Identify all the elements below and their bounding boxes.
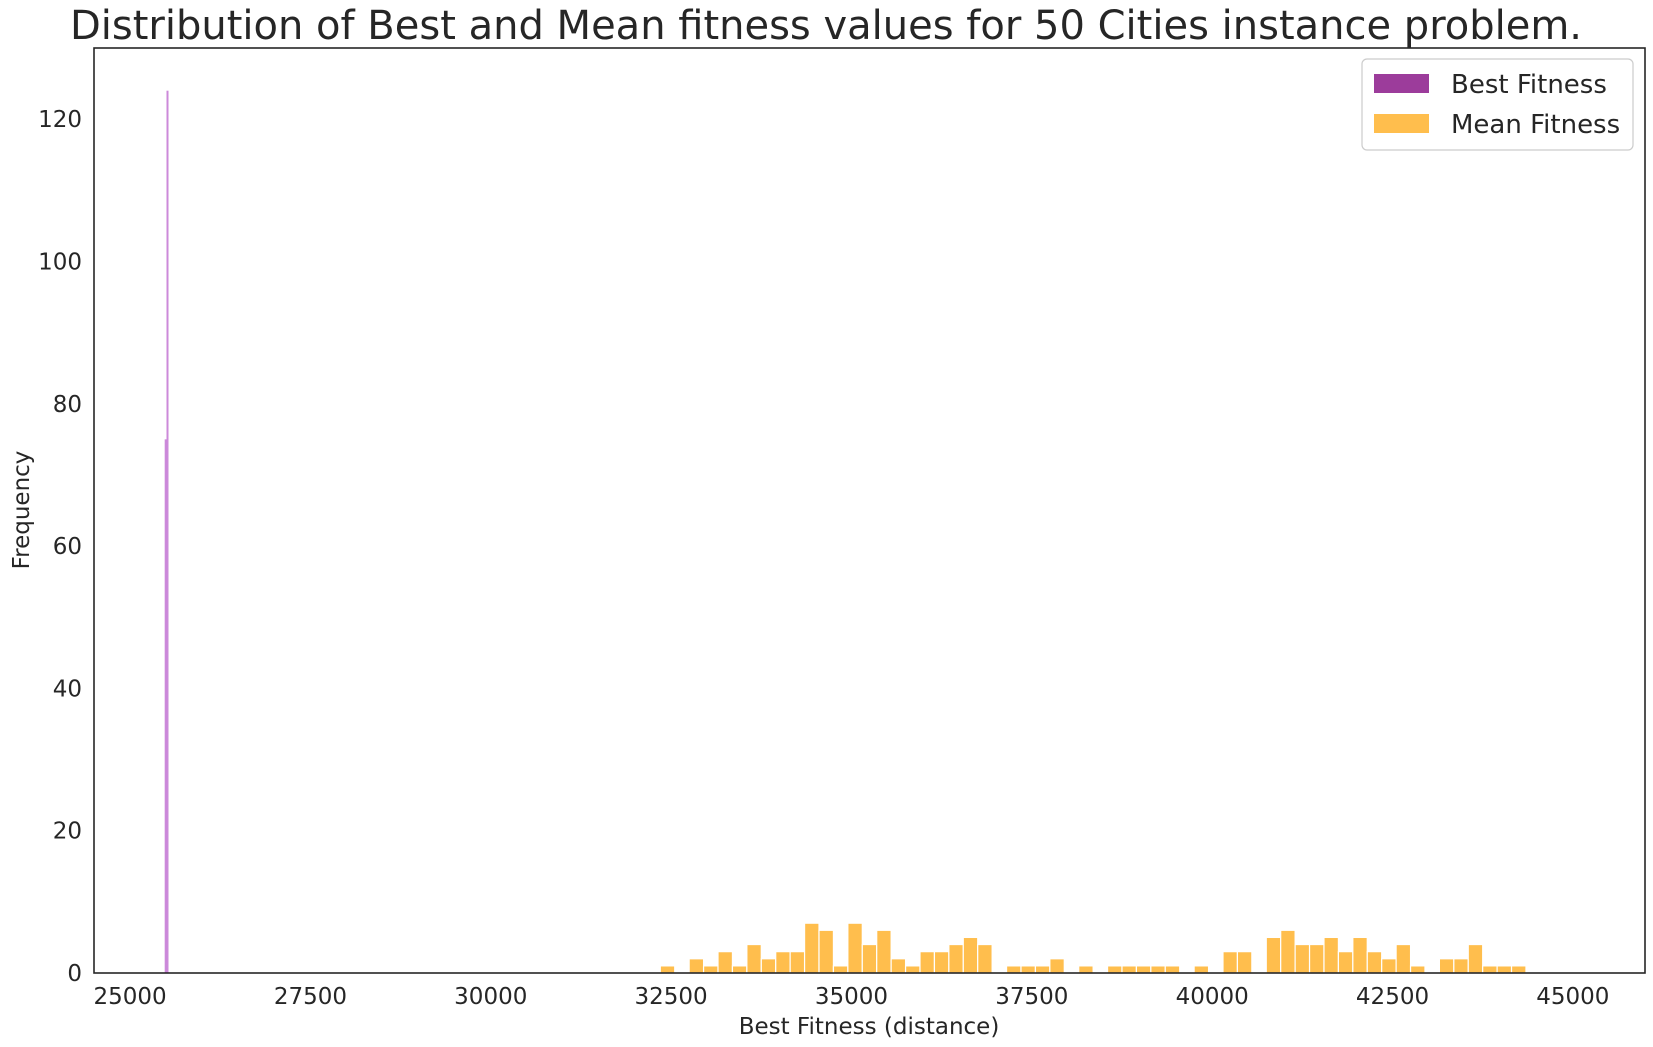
y-tick-label: 100 [38, 249, 82, 275]
mean-fitness-bar [1510, 965, 1527, 974]
mean-fitness-bar [746, 943, 762, 974]
y-tick-label: 60 [53, 534, 82, 560]
x-axis-ticks: 25000 27500 30000 32500 35000 37500 40000 42500… [93, 984, 1609, 1010]
y-tick-label: 40 [53, 676, 82, 702]
mean-fitness-bar [1034, 965, 1051, 974]
mean-fitness-bar [1482, 965, 1498, 974]
plot-frame [93, 47, 1646, 974]
mean-fitness-bar [847, 922, 863, 974]
legend-swatch-mean-fitness [1374, 114, 1429, 133]
legend-label-mean-fitness: Mean Fitness [1451, 110, 1620, 140]
mean-fitness-bar [1467, 943, 1484, 974]
bars-layer [164, 90, 1527, 974]
mean-fitness-bar [933, 951, 950, 974]
mean-fitness-bar [1222, 951, 1239, 974]
mean-fitness-bar [876, 929, 892, 974]
legend-label-best-fitness: Best Fitness [1451, 70, 1607, 100]
mean-fitness-bar [1366, 951, 1383, 974]
mean-fitness-bar [832, 965, 849, 974]
mean-fitness-bar [1352, 936, 1368, 974]
mean-fitness-bar [818, 929, 835, 974]
mean-fitness-bar [731, 965, 748, 974]
mean-fitness-bar [789, 951, 806, 974]
y-tick-label: 20 [53, 819, 82, 845]
mean-fitness-bar [1020, 965, 1037, 974]
y-tick-label: 120 [38, 107, 82, 133]
x-tick-label: 27500 [274, 984, 347, 1010]
mean-fitness-bar [1496, 965, 1513, 974]
best-fitness-bar [166, 90, 169, 973]
mean-fitness-bar [977, 943, 993, 974]
legend-box [1361, 58, 1634, 151]
mean-fitness-bar [904, 965, 921, 974]
y-axis-label: Frequency [9, 451, 35, 570]
mean-fitness-bar [890, 958, 907, 974]
mean-fitness-bar [1164, 965, 1181, 974]
mean-fitness-bar [1236, 951, 1253, 974]
x-tick-label: 35000 [815, 984, 888, 1010]
mean-fitness-bar [1308, 943, 1325, 974]
mean-fitness-bar [861, 943, 878, 974]
mean-fitness-bar [1078, 965, 1094, 974]
legend: Best Fitness Mean Fitness [1361, 58, 1634, 151]
x-tick-label: 32500 [635, 984, 708, 1010]
mean-fitness-bar [1395, 943, 1412, 974]
mean-fitness-bar [717, 951, 734, 974]
mean-fitness-bar [962, 936, 979, 974]
mean-fitness-bar [1381, 958, 1397, 974]
mean-fitness-bar [1409, 965, 1426, 974]
mean-fitness-bar [948, 943, 964, 974]
x-axis-label: Best Fitness (distance) [739, 1014, 1000, 1040]
mean-fitness-bar [1049, 958, 1065, 974]
x-tick-label: 37500 [995, 984, 1068, 1010]
legend-swatch-best-fitness [1374, 74, 1429, 93]
mean-fitness-bar [775, 951, 791, 974]
mean-fitness-bar [919, 951, 936, 974]
x-tick-label: 42500 [1356, 984, 1429, 1010]
mean-fitness-bar [1438, 958, 1455, 974]
x-tick-label: 45000 [1536, 984, 1609, 1010]
best-fitness-bar [164, 439, 167, 973]
mean-fitness-bar [1106, 965, 1123, 974]
mean-fitness-bar [1150, 965, 1166, 974]
mean-fitness-bar [760, 958, 777, 974]
mean-fitness-bar [1193, 965, 1210, 974]
y-tick-label: 0 [67, 961, 82, 987]
mean-fitness-bar [1337, 951, 1354, 974]
mean-fitness-bar [1280, 929, 1296, 974]
mean-fitness-bar [1135, 965, 1152, 974]
mean-fitness-bar [1265, 936, 1282, 974]
mean-fitness-bar [803, 922, 820, 974]
mean-fitness-bar [1005, 965, 1022, 974]
x-tick-label: 25000 [93, 984, 166, 1010]
mean-fitness-bar [1294, 943, 1311, 974]
mean-fitness-bar [1121, 965, 1138, 974]
mean-fitness-bar [1453, 958, 1469, 974]
x-tick-label: 30000 [454, 984, 527, 1010]
mean-fitness-bar [702, 965, 719, 974]
mean-fitness-bar [1323, 936, 1340, 974]
chart-title: Distribution of Best and Mean fitness va… [70, 3, 1582, 49]
mean-fitness-bar [659, 965, 676, 974]
mean-fitness-bar [688, 958, 705, 974]
x-tick-label: 40000 [1176, 984, 1249, 1010]
y-tick-label: 80 [53, 392, 82, 418]
y-axis-ticks: 0 20 40 60 80 100 120 [38, 107, 82, 987]
